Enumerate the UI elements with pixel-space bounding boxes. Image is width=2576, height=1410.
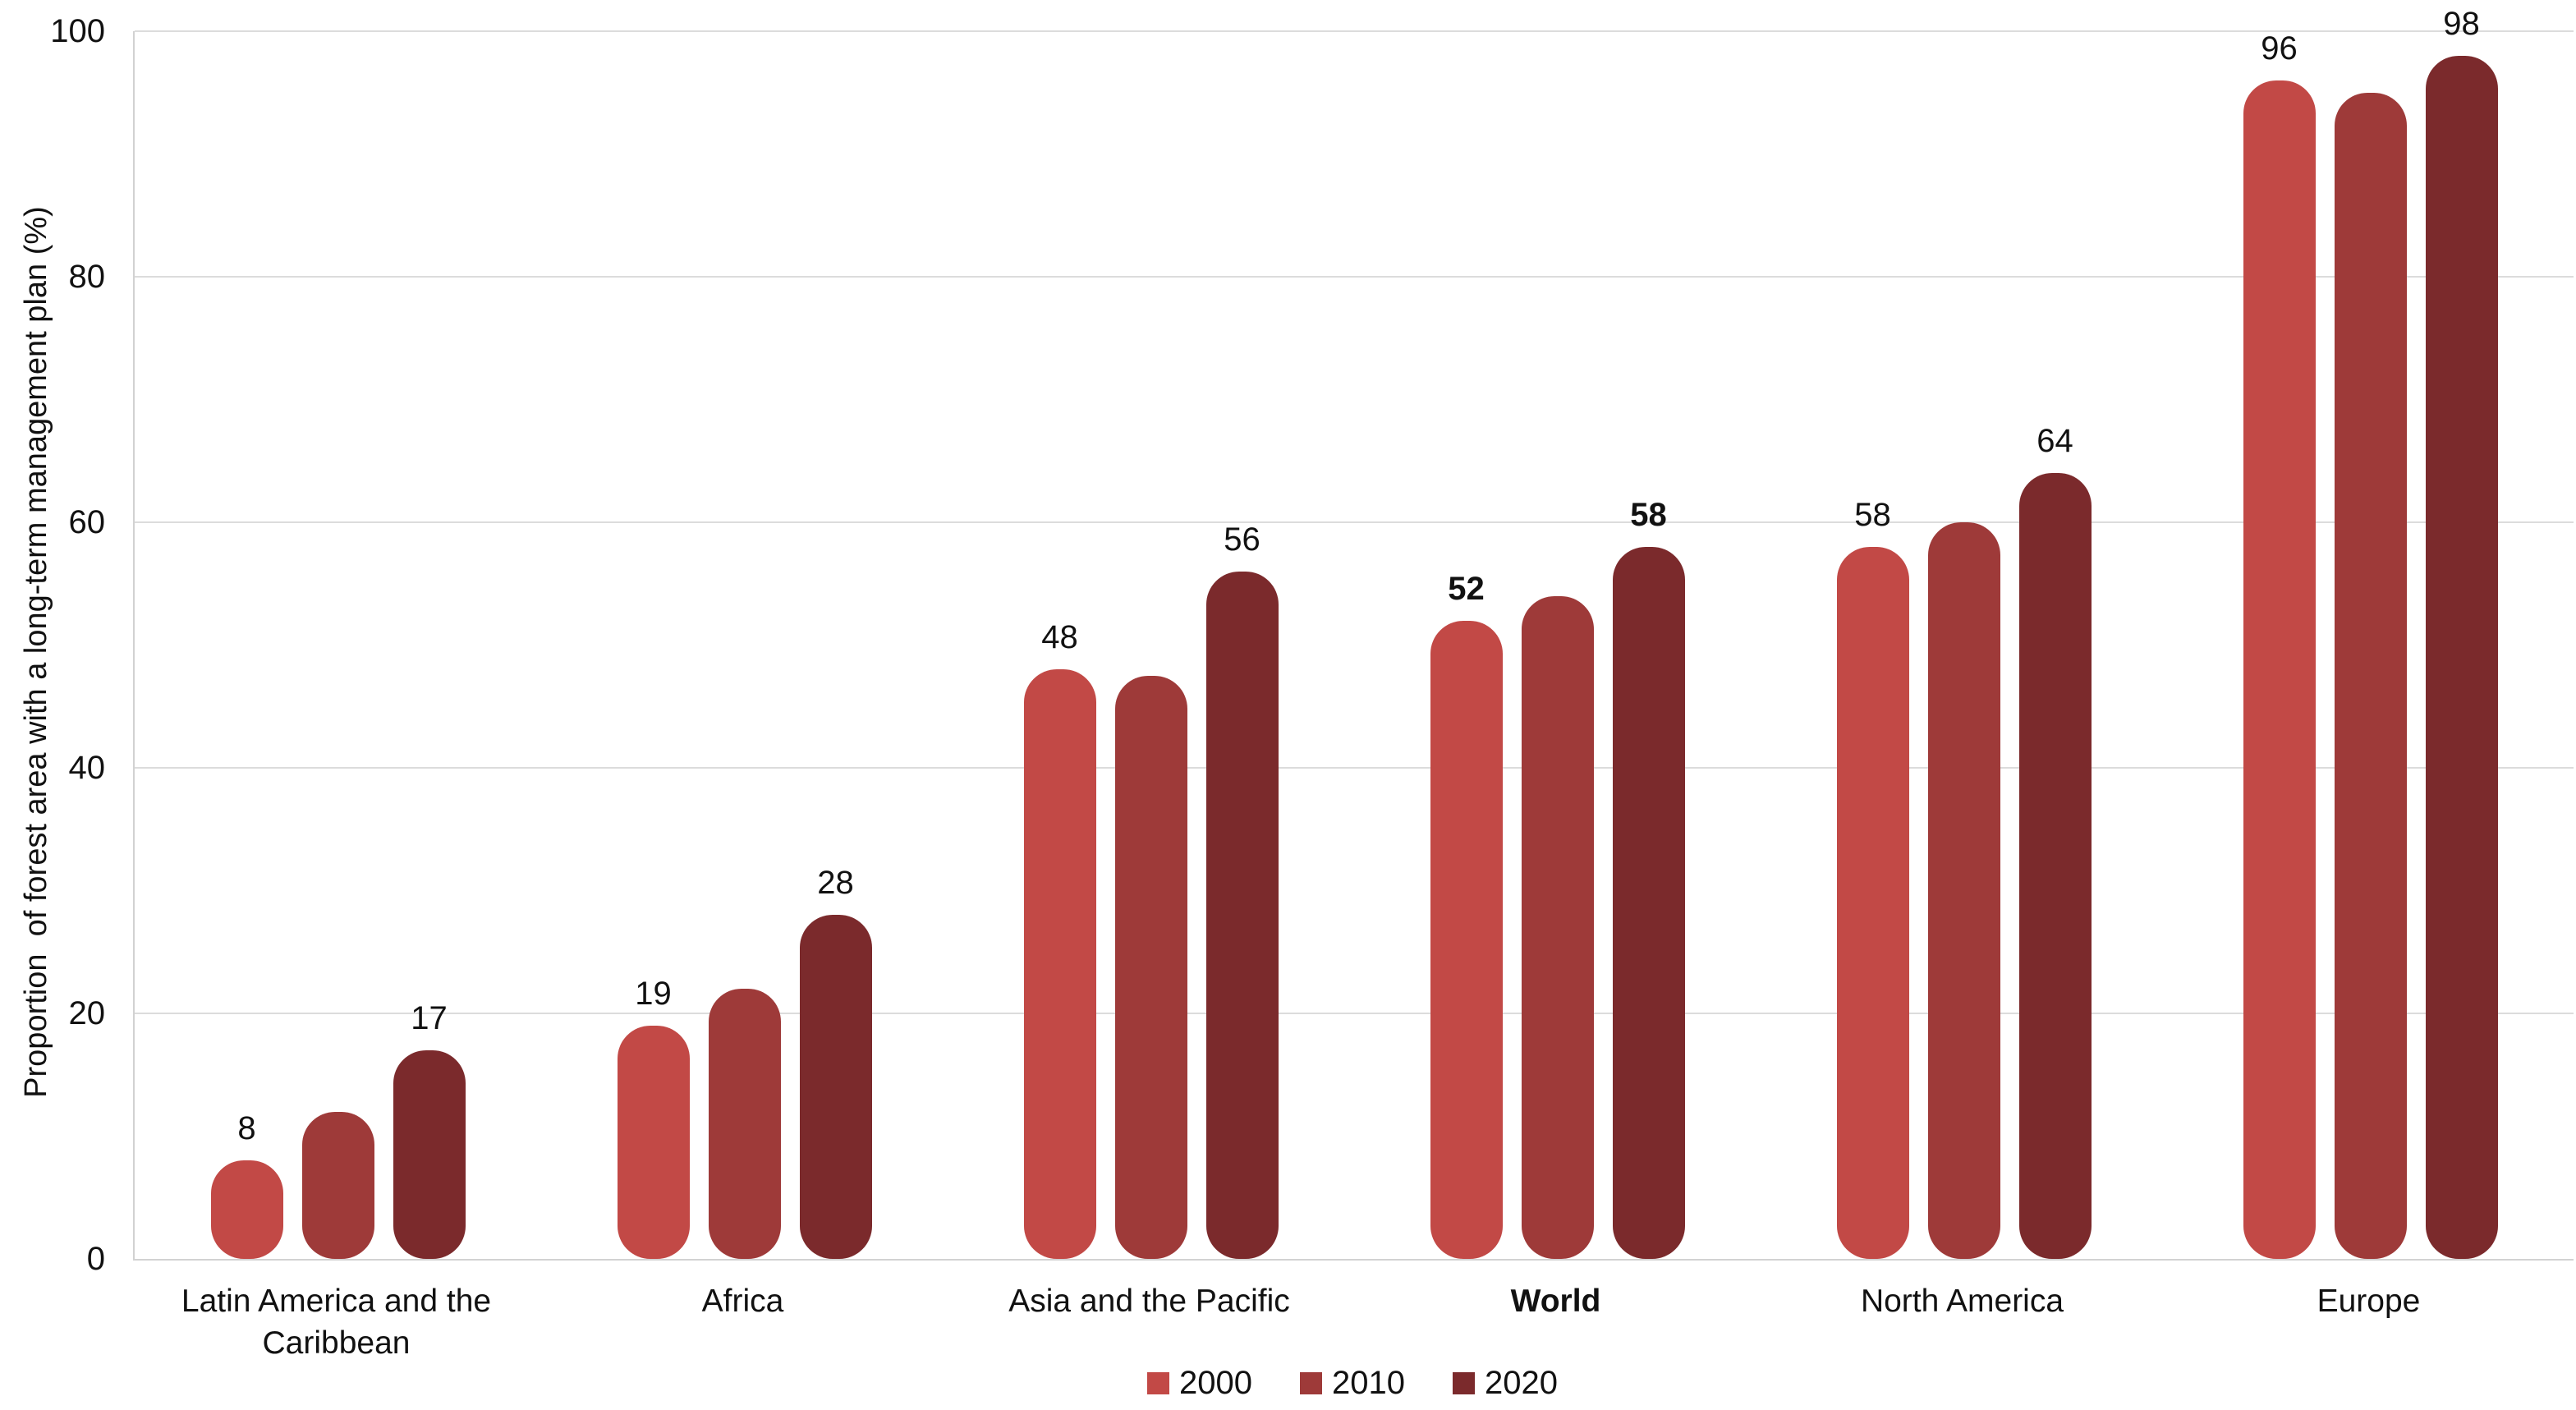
y-tick-label-20: 20 xyxy=(68,995,106,1031)
data-label: 58 xyxy=(1854,496,1891,533)
y-gridline-60 xyxy=(135,521,2574,523)
legend-label: 2020 xyxy=(1484,1365,1558,1401)
legend-swatch-icon xyxy=(1147,1372,1170,1394)
legend-swatch-icon xyxy=(1452,1372,1475,1394)
bar-asia-and-the-pacific-2020 xyxy=(1205,571,1279,1259)
bar-africa-2020 xyxy=(799,915,872,1259)
y-tick-label-0: 0 xyxy=(86,1241,105,1277)
bar-world-2000 xyxy=(1430,620,1503,1259)
category-label-north-america: North America xyxy=(1860,1284,2064,1319)
bar-africa-2010 xyxy=(708,989,781,1259)
plot-area: 8 17 19 28 48 56 52 58 58 64 96 98 xyxy=(133,6,2574,1261)
bar-europe-2000 xyxy=(2243,80,2316,1259)
bar-europe-2010 xyxy=(2334,92,2407,1259)
data-label: 96 xyxy=(2261,30,2298,67)
y-gridline-20 xyxy=(135,1013,2574,1014)
data-label: 17 xyxy=(411,999,448,1036)
legend-item-2020: 2020 xyxy=(1452,1365,1558,1402)
legend-label: 2010 xyxy=(1332,1365,1405,1401)
y-axis-title: Proportion of forest area with a long-te… xyxy=(19,206,53,1098)
bar-north-america-2000 xyxy=(1836,546,1909,1259)
y-tick-label-100: 100 xyxy=(50,13,105,49)
data-label: 64 xyxy=(2036,423,2073,460)
legend: 2000 2010 2020 xyxy=(133,1365,2572,1402)
bar-latin-america-and-the-caribbean-2000 xyxy=(210,1160,283,1259)
data-label: 28 xyxy=(817,865,854,902)
legend-item-2000: 2000 xyxy=(1147,1365,1252,1402)
bar-world-2020 xyxy=(1612,546,1685,1259)
category-label-latin-america-and-the-caribbean: Latin America and the Caribbean xyxy=(181,1284,492,1361)
y-tick-label-80: 80 xyxy=(68,259,106,295)
legend-item-2010: 2010 xyxy=(1300,1365,1405,1402)
y-gridline-40 xyxy=(135,767,2574,769)
category-label-europe: Europe xyxy=(2317,1284,2421,1319)
legend-label: 2000 xyxy=(1179,1365,1252,1401)
bar-asia-and-the-pacific-2010 xyxy=(1114,675,1187,1259)
bar-latin-america-and-the-caribbean-2010 xyxy=(301,1111,374,1259)
bar-north-america-2020 xyxy=(2018,473,2092,1259)
y-gridline-80 xyxy=(135,276,2574,278)
bar-world-2010 xyxy=(1521,595,1594,1259)
y-gridline-100 xyxy=(135,30,2574,32)
y-tick-label-60: 60 xyxy=(68,504,106,540)
bar-north-america-2010 xyxy=(1927,522,2000,1259)
category-label-africa: Africa xyxy=(701,1284,784,1319)
bar-africa-2000 xyxy=(617,1025,690,1259)
data-label: 56 xyxy=(1224,521,1260,558)
data-label: 52 xyxy=(1448,570,1485,607)
bar-asia-and-the-pacific-2000 xyxy=(1023,669,1096,1259)
bar-latin-america-and-the-caribbean-2020 xyxy=(393,1049,466,1259)
category-label-asia-and-the-pacific: Asia and the Pacific xyxy=(1008,1284,1290,1319)
data-label: 98 xyxy=(2443,5,2480,42)
category-label-world: World xyxy=(1510,1284,1601,1319)
data-label: 58 xyxy=(1630,496,1667,533)
y-tick-label-40: 40 xyxy=(68,750,106,786)
data-label: 19 xyxy=(635,975,672,1012)
data-label: 48 xyxy=(1041,619,1078,656)
bar-europe-2020 xyxy=(2425,55,2498,1259)
legend-swatch-icon xyxy=(1300,1372,1322,1394)
data-label: 8 xyxy=(237,1110,256,1147)
